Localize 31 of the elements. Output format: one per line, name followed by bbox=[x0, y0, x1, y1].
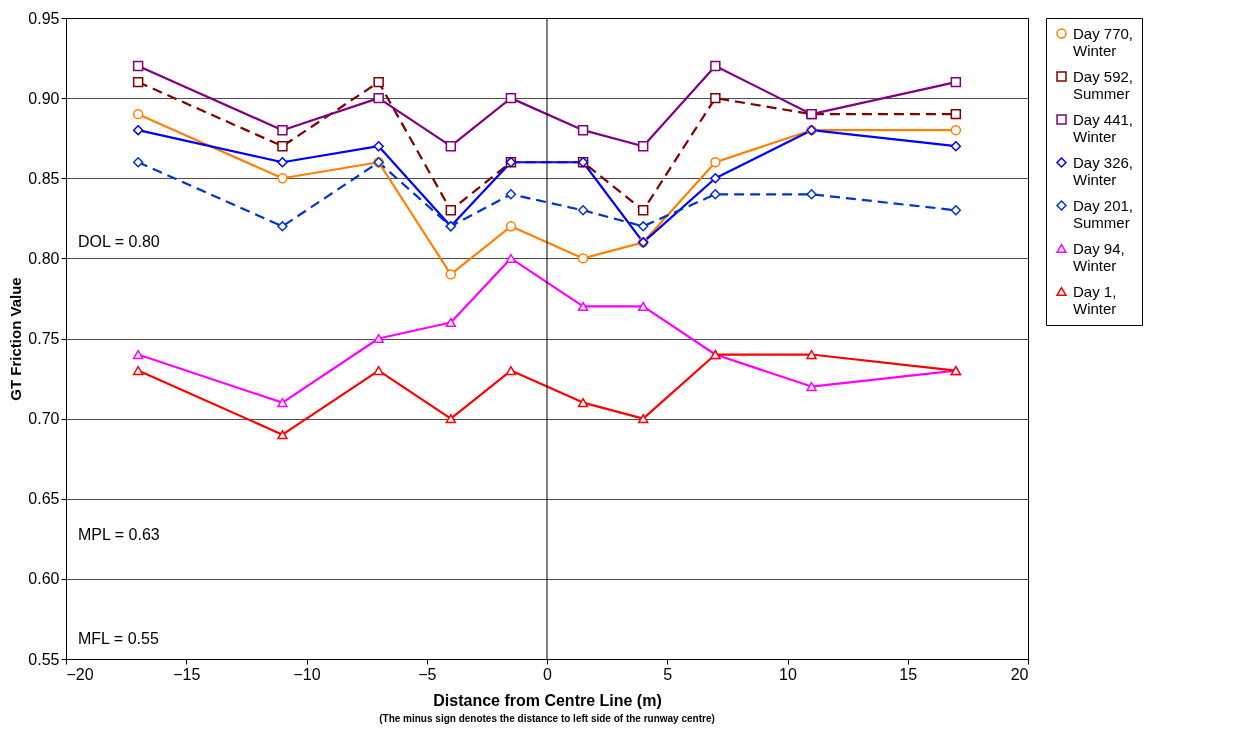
x-tick-label: −20 bbox=[66, 665, 94, 683]
annotation: MFL = 0.55 bbox=[78, 630, 159, 647]
x-tick-label: −15 bbox=[173, 665, 201, 683]
x-tick-label: 15 bbox=[899, 665, 918, 683]
y-tick-label: 0.65 bbox=[28, 490, 60, 508]
legend-label: Day 94, Winter bbox=[1073, 239, 1125, 274]
x-tick-label: 10 bbox=[779, 665, 797, 683]
x-tick-label: 5 bbox=[663, 665, 673, 683]
legend-label: Day 770, Winter bbox=[1073, 24, 1134, 59]
x-tick-label: 0 bbox=[543, 665, 553, 683]
legend-label: Day 1, Winter bbox=[1073, 282, 1117, 317]
legend-label: Day 441, Winter bbox=[1073, 110, 1134, 145]
y-tick-label: 0.75 bbox=[28, 330, 60, 347]
x-tick-label: −5 bbox=[418, 665, 437, 683]
legend-label: Day 592, Summer bbox=[1073, 67, 1134, 102]
legend-label: Day 326, Winter bbox=[1073, 153, 1134, 188]
y-tick-label: 0.95 bbox=[28, 9, 60, 27]
y-tick-label: 0.85 bbox=[28, 169, 60, 187]
x-axis-title: Distance from Centre Line (m) bbox=[433, 691, 662, 709]
y-axis-title: GT Friction Value bbox=[7, 277, 25, 401]
x-tick-label: 20 bbox=[1010, 665, 1029, 683]
annotation: DOL = 0.80 bbox=[78, 233, 160, 250]
y-tick-label: 0.60 bbox=[28, 570, 60, 588]
annotation: MPL = 0.63 bbox=[78, 526, 160, 543]
text: (The minus sign denotes the distance to left side of the runway centre) bbox=[379, 713, 715, 724]
y-tick-label: 0.55 bbox=[28, 650, 60, 668]
legend-label: Day 201, Summer bbox=[1073, 196, 1134, 231]
x-tick-label: −10 bbox=[293, 665, 321, 683]
y-tick-label: 0.80 bbox=[28, 249, 60, 267]
y-tick-label: 0.70 bbox=[28, 410, 60, 428]
y-tick-label: 0.90 bbox=[28, 89, 60, 107]
